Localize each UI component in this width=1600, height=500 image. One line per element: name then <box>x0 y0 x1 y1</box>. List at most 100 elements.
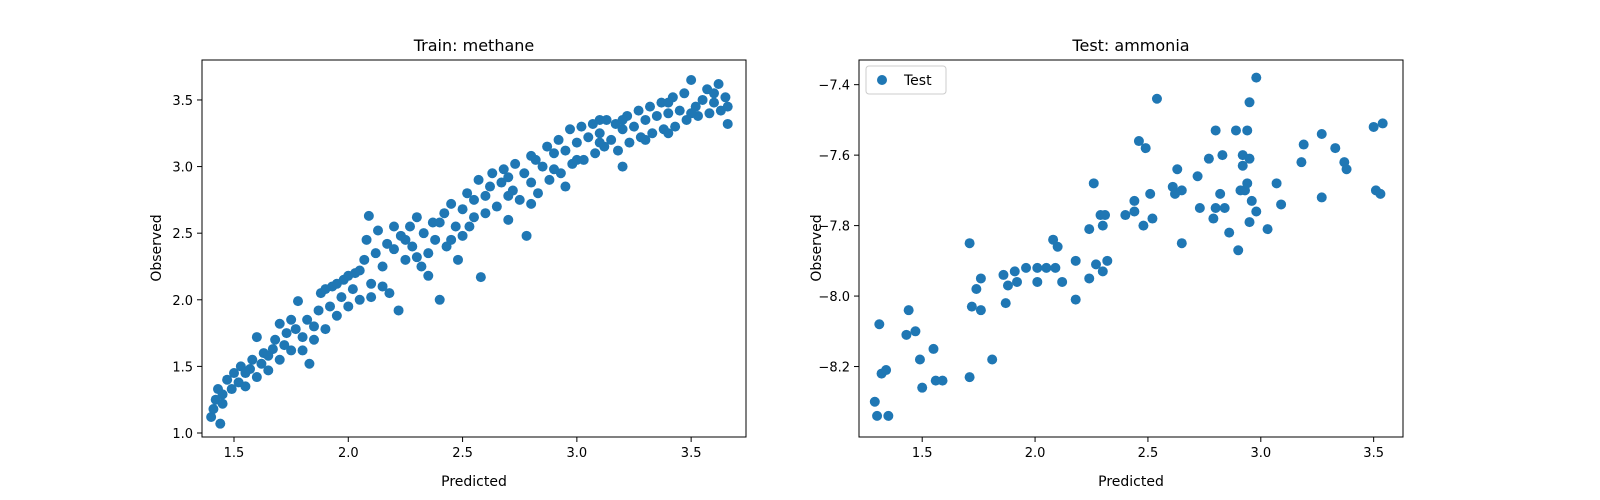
data-point <box>594 128 605 139</box>
data-point <box>407 241 418 252</box>
data-point <box>222 374 233 385</box>
data-point <box>617 114 628 125</box>
data-point <box>998 269 1009 280</box>
data-point <box>617 124 628 135</box>
data-point <box>709 88 719 99</box>
data-point <box>286 314 297 325</box>
data-point <box>354 265 365 276</box>
data-point <box>917 382 928 393</box>
data-point <box>1210 125 1221 136</box>
data-point <box>240 381 251 392</box>
data-point <box>469 212 479 223</box>
data-point <box>1251 72 1262 83</box>
train-methane-panel: Train: methane Predicted Observed 1.5 2.0… <box>149 36 747 490</box>
data-point <box>304 358 315 369</box>
data-point <box>473 174 484 185</box>
data-point <box>400 234 411 245</box>
data-point <box>446 198 457 209</box>
data-point <box>208 404 219 415</box>
data-point <box>720 92 731 103</box>
ticks-test: 1.5 2.0 2.5 3.0 3.5 −8.2 −8.0 −7.8 −7.6 −7.4 <box>818 79 1384 461</box>
data-point <box>217 389 228 400</box>
data-point <box>320 284 331 295</box>
data-point <box>647 128 658 139</box>
data-point <box>549 148 559 159</box>
data-point <box>594 114 605 125</box>
data-point <box>594 137 605 148</box>
data-point <box>251 332 262 343</box>
data-point <box>1133 136 1144 147</box>
x-tick-label: 1.5 <box>912 446 933 461</box>
data-point <box>496 177 507 188</box>
data-point <box>1224 227 1235 238</box>
legend-label-test: Test <box>903 73 932 89</box>
data-point <box>439 208 450 219</box>
data-point <box>910 326 921 337</box>
data-point <box>325 301 335 312</box>
data-point <box>521 230 532 241</box>
data-point <box>1147 213 1158 224</box>
data-point <box>256 358 267 369</box>
data-point <box>722 101 733 112</box>
data-point <box>1271 178 1282 189</box>
data-point <box>1276 199 1287 210</box>
data-point <box>215 418 226 429</box>
data-point <box>571 154 582 165</box>
data-point <box>1375 188 1386 199</box>
data-point <box>1100 210 1111 221</box>
data-point <box>1012 276 1023 287</box>
data-point <box>416 261 427 272</box>
data-point <box>1219 202 1230 213</box>
data-point <box>1070 255 1081 266</box>
y-tick-label: −8.2 <box>818 361 850 376</box>
data-point <box>393 305 404 316</box>
data-point <box>1203 153 1214 164</box>
data-point <box>434 294 445 305</box>
points-train <box>206 74 733 429</box>
data-point <box>874 319 885 330</box>
data-point <box>537 161 548 172</box>
data-point <box>686 74 697 85</box>
data-point <box>503 172 514 183</box>
data-point <box>1021 262 1032 273</box>
data-point <box>251 372 262 383</box>
data-point <box>1057 276 1068 287</box>
data-point <box>601 114 612 125</box>
data-point <box>1084 224 1095 235</box>
data-point <box>263 350 274 361</box>
data-point <box>971 284 982 295</box>
chart-title-train: Train: methane <box>413 36 535 55</box>
data-point <box>670 121 681 132</box>
chart-title-test: Test: ammonia <box>1071 36 1189 55</box>
data-point <box>901 329 912 340</box>
points-test <box>869 72 1388 421</box>
data-point <box>553 134 564 145</box>
data-point <box>457 230 468 241</box>
data-point <box>709 97 719 108</box>
data-point <box>446 234 457 245</box>
data-point <box>1244 153 1255 164</box>
x-tick-label: 2.0 <box>1025 446 1046 461</box>
data-point <box>1377 118 1388 129</box>
x-tick-label: 3.0 <box>1250 446 1271 461</box>
data-point <box>937 375 948 386</box>
x-axis-label-train: Predicted <box>441 474 507 490</box>
data-point <box>1009 266 1020 277</box>
data-point <box>576 121 587 132</box>
data-point <box>704 108 715 119</box>
data-point <box>928 343 939 354</box>
data-point <box>1097 266 1108 277</box>
data-point <box>1192 171 1203 182</box>
data-point <box>462 188 473 199</box>
data-point <box>571 137 582 148</box>
y-tick-label: 2.0 <box>172 294 193 309</box>
x-axis-label-test: Predicted <box>1098 474 1164 490</box>
legend-marker-test <box>877 75 887 85</box>
x-tick-label: 3.0 <box>567 446 588 461</box>
data-point <box>503 214 514 225</box>
y-tick-label: 3.5 <box>172 94 193 109</box>
data-point <box>1151 93 1162 104</box>
data-point <box>1097 220 1108 231</box>
data-point <box>1145 188 1156 199</box>
data-point <box>418 228 429 239</box>
